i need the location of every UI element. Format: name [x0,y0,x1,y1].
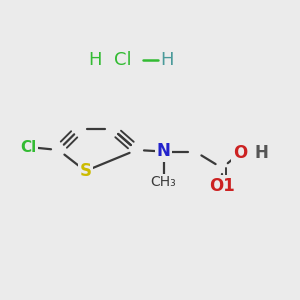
Text: N: N [157,142,170,160]
Text: H: H [254,144,268,162]
Text: O: O [233,144,247,162]
Text: Cl: Cl [114,51,132,69]
Text: Cl: Cl [20,140,37,154]
Text: H: H [88,51,102,69]
Text: O1: O1 [209,177,235,195]
Text: CH₃: CH₃ [151,175,176,188]
Text: H: H [160,51,174,69]
Text: S: S [80,162,92,180]
